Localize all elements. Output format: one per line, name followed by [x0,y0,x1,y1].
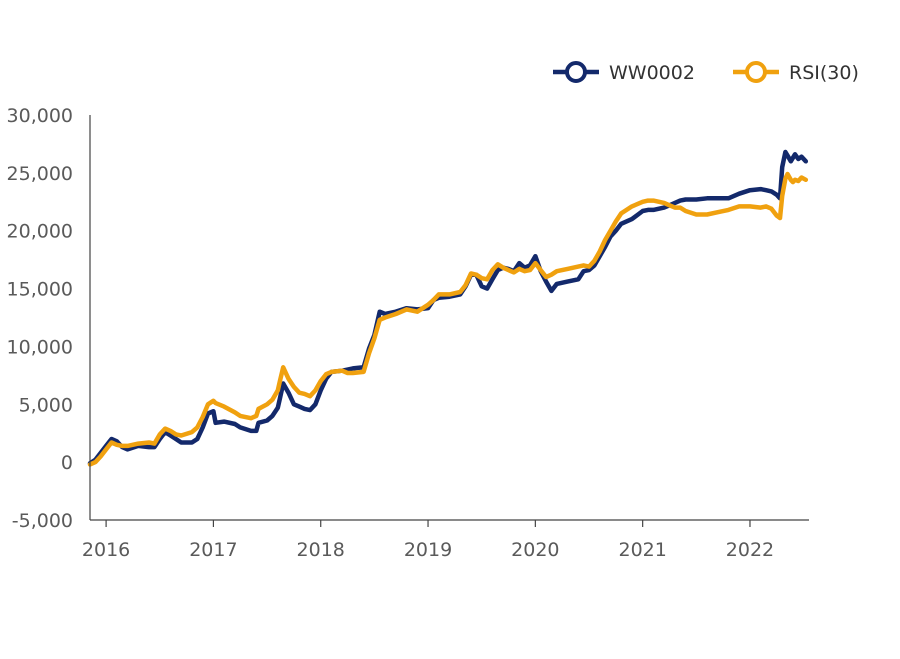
x-tick-label: 2018 [297,539,345,561]
x-tick-label: 2022 [726,539,774,561]
y-tick-label: -5,000 [12,510,73,532]
y-tick-label: 20,000 [7,221,73,243]
legend-label-1: WW0002 [609,62,695,84]
y-tick-label: 25,000 [7,163,73,185]
plot-area [87,149,809,467]
y-tick-label: 30,000 [7,105,73,127]
legend-marker-1 [565,61,587,83]
legend-marker-2 [745,61,767,83]
y-tick-label: 15,000 [7,279,73,301]
x-axis-ticks: 2016 2017 2018 2019 2020 2021 2022 [82,520,774,561]
x-tick-label: 2016 [82,539,130,561]
axes [89,115,809,521]
y-tick-label: 0 [61,452,73,474]
series-line-1 [87,149,809,466]
y-tick-label: 10,000 [7,336,73,358]
x-tick-label: 2021 [618,539,666,561]
legend: WW0002 RSI(30) [553,61,859,84]
legend-label-2: RSI(30) [789,62,859,84]
x-tick-label: 2020 [511,539,559,561]
y-axis-tick-labels: -5,000 0 5,000 10,000 15,000 20,000 25,000 30,0… [7,105,73,532]
x-tick-label: 2019 [404,539,452,561]
x-tick-label: 2017 [189,539,237,561]
y-tick-label: 5,000 [19,394,73,416]
series-line-2 [87,171,809,467]
